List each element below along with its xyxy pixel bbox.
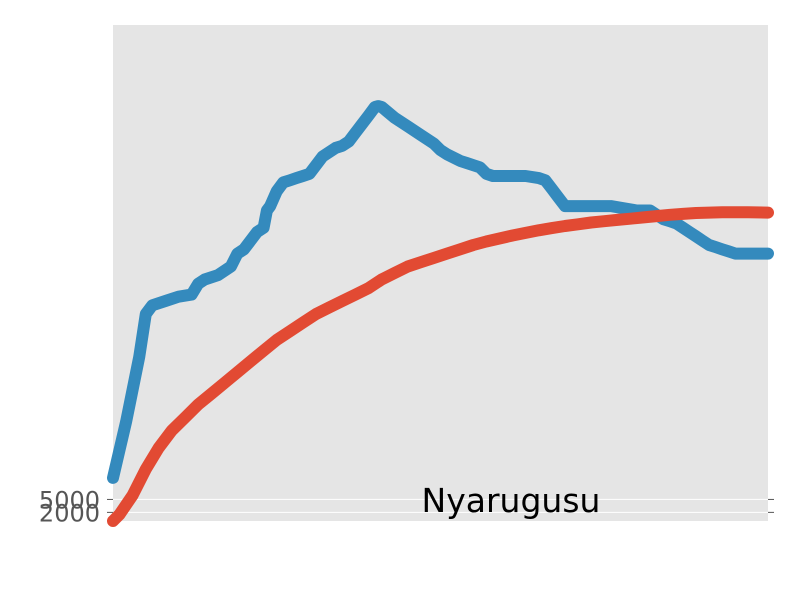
y-tick-label-0: 2000 — [39, 499, 100, 527]
series-line-1 — [107, 206, 774, 527]
series-line-0 — [107, 100, 774, 484]
series-layer — [107, 100, 774, 527]
grid-lines — [113, 498, 768, 513]
annotation-label: Nyarugusu — [422, 481, 601, 520]
y-tick-label-1: 5000 — [39, 486, 100, 514]
